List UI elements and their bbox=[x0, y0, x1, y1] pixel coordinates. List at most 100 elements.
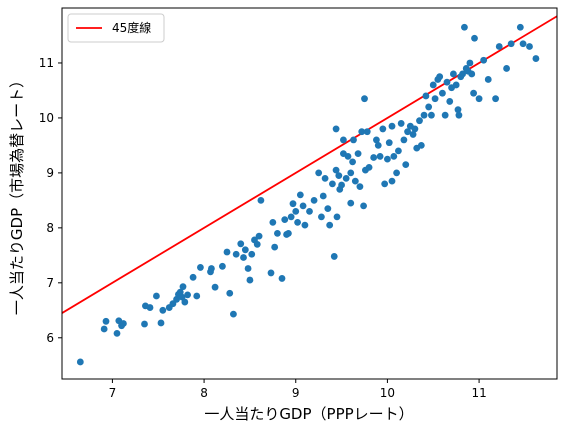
data-point bbox=[468, 70, 476, 78]
data-point bbox=[321, 174, 329, 182]
data-point bbox=[402, 161, 410, 169]
data-point bbox=[452, 81, 460, 89]
data-point bbox=[189, 273, 197, 281]
data-point bbox=[253, 240, 261, 248]
x-tick-label: 10 bbox=[380, 386, 395, 400]
data-point bbox=[409, 131, 417, 138]
data-point bbox=[471, 34, 478, 42]
data-point bbox=[397, 120, 405, 127]
data-point bbox=[246, 276, 254, 284]
x-axis: 7 8 9 10 11 bbox=[109, 379, 487, 400]
data-point bbox=[269, 218, 277, 226]
data-point bbox=[461, 23, 468, 31]
data-point bbox=[285, 229, 292, 237]
data-point bbox=[393, 169, 400, 177]
reference-line-45 bbox=[62, 15, 557, 314]
data-point bbox=[211, 283, 219, 291]
data-point bbox=[281, 216, 289, 224]
y-tick-label: 6 bbox=[46, 331, 54, 345]
data-point bbox=[278, 275, 286, 282]
data-point bbox=[197, 264, 204, 271]
data-point bbox=[332, 166, 340, 174]
data-point bbox=[310, 196, 318, 204]
data-point bbox=[381, 180, 389, 188]
y-axis: 6 7 8 9 10 11 bbox=[39, 56, 62, 345]
data-point bbox=[416, 117, 423, 125]
data-point bbox=[113, 329, 121, 337]
data-point bbox=[420, 111, 428, 119]
legend: 45度線 bbox=[67, 13, 165, 43]
data-point bbox=[292, 207, 300, 215]
data-point bbox=[244, 265, 252, 272]
data-point bbox=[441, 111, 449, 119]
data-point bbox=[351, 177, 359, 185]
data-point bbox=[376, 153, 384, 160]
data-point bbox=[390, 153, 398, 160]
data-point bbox=[495, 43, 503, 50]
data-point bbox=[388, 122, 396, 130]
data-point bbox=[526, 43, 533, 50]
data-point bbox=[446, 98, 454, 105]
data-point bbox=[373, 136, 380, 144]
data-point bbox=[360, 202, 367, 210]
data-point bbox=[395, 147, 402, 155]
data-point bbox=[315, 169, 323, 177]
data-point bbox=[223, 248, 231, 256]
data-point bbox=[159, 306, 167, 314]
data-point bbox=[255, 232, 263, 240]
data-point bbox=[237, 240, 245, 248]
data-point bbox=[422, 92, 430, 100]
data-point bbox=[417, 142, 425, 149]
data-point bbox=[459, 70, 466, 78]
data-point bbox=[428, 111, 435, 119]
data-point bbox=[374, 142, 382, 149]
y-tick-label: 11 bbox=[39, 56, 54, 70]
data-point bbox=[519, 40, 527, 48]
data-point bbox=[181, 298, 189, 306]
data-point bbox=[100, 325, 108, 333]
data-point bbox=[184, 291, 191, 299]
data-point bbox=[492, 95, 499, 103]
data-point bbox=[141, 320, 148, 328]
data-point bbox=[306, 207, 313, 215]
data-point bbox=[363, 128, 371, 136]
data-point bbox=[296, 191, 304, 199]
data-point bbox=[267, 269, 275, 277]
data-point bbox=[365, 163, 373, 171]
data-point bbox=[153, 292, 160, 300]
reference-line-layer bbox=[62, 15, 557, 314]
y-tick-label: 8 bbox=[46, 221, 54, 235]
data-point bbox=[240, 254, 247, 261]
y-axis-title: 一人当たりGDP（市場為替レート） bbox=[8, 73, 26, 315]
data-point bbox=[274, 229, 281, 237]
data-point bbox=[146, 304, 154, 311]
data-point bbox=[361, 95, 368, 103]
data-point bbox=[429, 81, 437, 89]
data-point bbox=[335, 172, 343, 180]
data-point bbox=[480, 56, 488, 64]
data-point bbox=[333, 213, 341, 221]
data-point bbox=[379, 125, 387, 133]
data-point bbox=[466, 59, 474, 67]
data-point bbox=[436, 73, 444, 81]
data-point bbox=[340, 136, 347, 144]
data-point bbox=[503, 65, 510, 72]
data-point bbox=[287, 213, 295, 221]
legend-box bbox=[67, 13, 165, 43]
data-point bbox=[411, 125, 419, 133]
x-axis-title: 一人当たりGDP（PPPレート） bbox=[204, 405, 413, 423]
data-point bbox=[226, 289, 234, 297]
data-point bbox=[356, 183, 364, 191]
data-point bbox=[532, 55, 540, 62]
data-point bbox=[248, 250, 256, 258]
x-tick-label: 11 bbox=[471, 386, 486, 400]
data-point bbox=[404, 128, 411, 136]
data-point bbox=[388, 177, 396, 185]
data-point bbox=[347, 199, 355, 207]
data-point bbox=[318, 213, 325, 221]
data-point bbox=[454, 106, 462, 114]
data-point bbox=[329, 180, 336, 188]
y-tick-label: 9 bbox=[46, 166, 54, 180]
data-point bbox=[385, 139, 393, 147]
data-point bbox=[324, 205, 332, 213]
